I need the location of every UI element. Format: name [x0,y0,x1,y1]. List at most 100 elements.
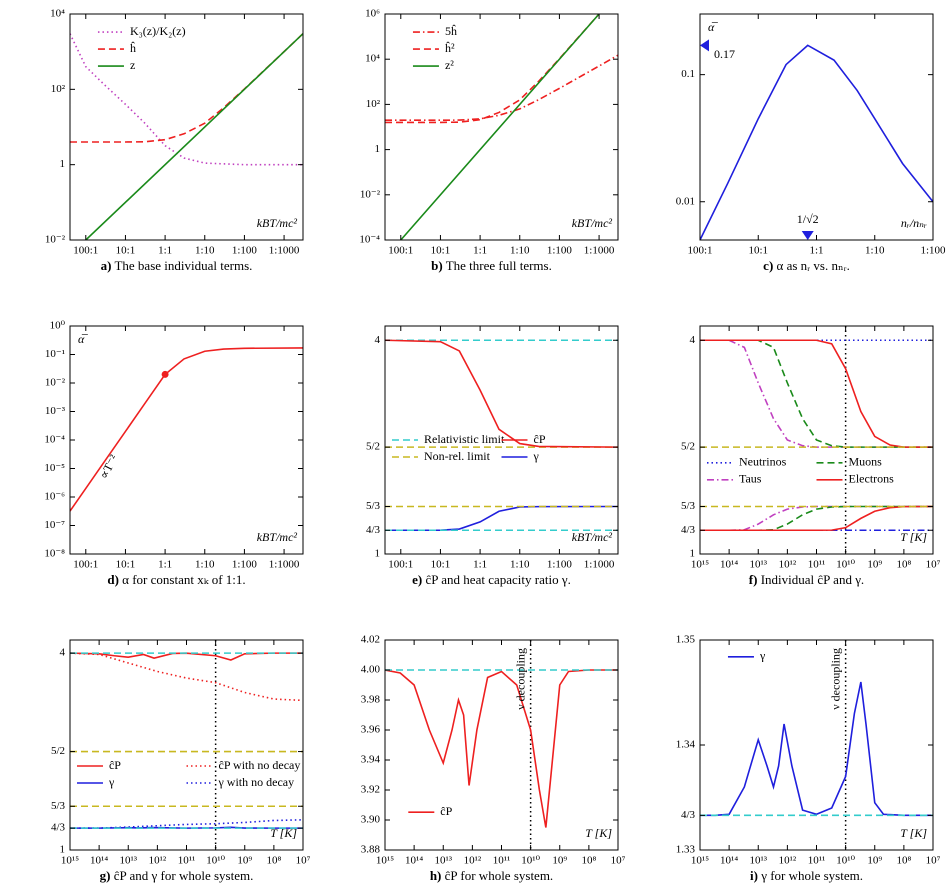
plot-area [70,640,303,850]
y-tick-label: 3.94 [361,754,381,766]
line-series [400,14,601,240]
line-series [700,505,933,532]
caption-text: The base individual terms. [114,258,252,273]
x-tick-label: 10¹³ [119,855,137,867]
x-tick-label: 10⁹ [867,855,882,867]
corner-label: T [K] [900,826,927,840]
x-tick-label: 10¹¹ [808,855,826,867]
legend-label: 5ĥ [445,24,457,38]
y-tick-label: 10⁻³ [45,405,66,417]
y-tick-label: 0.1 [681,68,695,80]
line-series [70,652,303,702]
caption-text: ĉP and heat capacity ratio γ. [426,572,571,587]
y-tick-label: 5/2 [681,441,695,453]
x-tick-label: 10:1 [116,245,136,257]
x-tick-label: 10⁷ [611,855,626,867]
panel: 100:1 10:1 1:1 1:10 1:100 1:1000 10⁻⁴ 10⁻² 1 10² 1… [359,8,619,273]
x-tick-label: 10¹⁰ [521,855,540,867]
x-tick-label: 10⁹ [867,559,882,571]
x-tick-label: 1:10 [195,559,215,571]
caption-letter: a) [101,258,112,273]
y-tick-label: 10⁻⁷ [44,519,65,531]
line-series [700,505,933,532]
x-tick-label: 1:1000 [269,245,300,257]
caption-letter: c) [763,258,773,273]
x-tick-label: 1:100 [547,559,573,571]
x-tick-label: 1:10 [865,245,885,257]
y-tick-label: 10⁻² [360,188,381,200]
line-series [700,339,933,448]
y-label: α̅ [78,332,88,346]
line-series [70,347,303,512]
annotation: ∝T⁻² [96,452,120,481]
x-tick-label: 100:1 [73,245,98,257]
x-tick-label: 10¹⁰ [206,855,225,867]
plot-area [70,347,303,512]
marker [161,370,169,378]
y-tick-label: 3.96 [361,724,381,736]
peak-label: 1/√2 [797,212,819,226]
y-tick-label: 3.90 [361,814,381,826]
y-tick-label: 10⁶ [365,8,380,20]
panel: 10¹⁵ 10¹⁴ 10¹³ 10¹² 10¹¹ 10¹⁰ 10⁹ 10⁸ 10⁷ 1 4/3 5/3… [51,639,311,883]
caption-text: Individual ĉP and γ. [761,572,864,587]
legend-label: ĥ² [445,41,455,55]
caption: i) γ for whole system. [750,868,863,883]
y-tick-label: 10⁻¹ [45,348,65,360]
y-tick-label: 10⁻⁴ [44,434,65,446]
legend-label: z² [445,58,454,72]
y-tick-label: 1 [375,548,381,560]
panel: 10¹⁵ 10¹⁴ 10¹³ 10¹² 10¹¹ 10¹⁰ 10⁹ 10⁸ 10⁷ 1.33 4/3… [676,634,941,883]
legend-label: Non-rel. limit [424,449,491,463]
x-tick-label: 1:100 [232,559,258,571]
y-tick-label: 1.34 [676,739,696,751]
plot-area [385,640,618,850]
x-tick-label: 10⁷ [296,855,311,867]
panel: 10¹⁵ 10¹⁴ 10¹³ 10¹² 10¹¹ 10¹⁰ 10⁹ 10⁸ 10⁷ 3.88 3.9… [361,634,626,883]
x-tick-label: 1:1 [158,245,172,257]
plot-area [700,640,933,850]
caption: d) α for constant xₖ of 1:1. [107,572,245,587]
y-tick-label: 1 [60,158,66,170]
legend-label: ĉP [109,758,121,772]
y-tick-label: 10⁴ [50,8,65,20]
y-tick-label: 10⁻⁴ [359,234,380,246]
legend-label: Relativistic limit [424,432,505,446]
x-tick-label: 10¹⁵ [691,559,709,571]
caption-text: ĉP for whole system. [445,868,554,883]
x-tick-label: 10:1 [431,245,451,257]
line-series [70,33,303,166]
y-tick-label: 4 [690,334,696,346]
legend-label: Electrons [849,472,895,486]
line-series [70,652,303,661]
x-tick-label: 10¹² [464,855,482,867]
x-tick-label: 100:1 [687,245,712,257]
x-tick-label: 10¹² [149,855,167,867]
corner-label: kBT/mc² [572,530,613,544]
y-tick-label: 10⁻² [45,377,66,389]
caption: e) ĉP and heat capacity ratio γ. [412,572,571,587]
peak-marker [801,231,814,240]
y-tick-label: 10² [51,83,66,95]
plot-area [385,14,618,240]
y-tick-label: 5/3 [366,500,381,512]
line-series [85,33,303,240]
caption-letter: f) [749,572,758,587]
line-series [385,14,601,124]
y-tick-label: 3.88 [361,844,381,856]
x-tick-label: 1:1000 [584,559,615,571]
x-tick-label: 10¹⁰ [836,559,855,571]
plot-area [700,326,933,554]
corner-label: T [K] [270,826,297,840]
x-tick-label: 100:1 [388,245,413,257]
x-tick-label: 10:1 [748,245,768,257]
caption-letter: b) [431,258,443,273]
x-tick-label: 10¹⁴ [720,855,738,867]
y-tick-label: 0.01 [676,195,695,207]
x-tick-label: 10¹⁴ [405,855,423,867]
caption-letter: d) [107,572,119,587]
axes-frame [699,325,934,555]
axes-frame [699,639,934,851]
legend-label: γ [759,649,766,663]
